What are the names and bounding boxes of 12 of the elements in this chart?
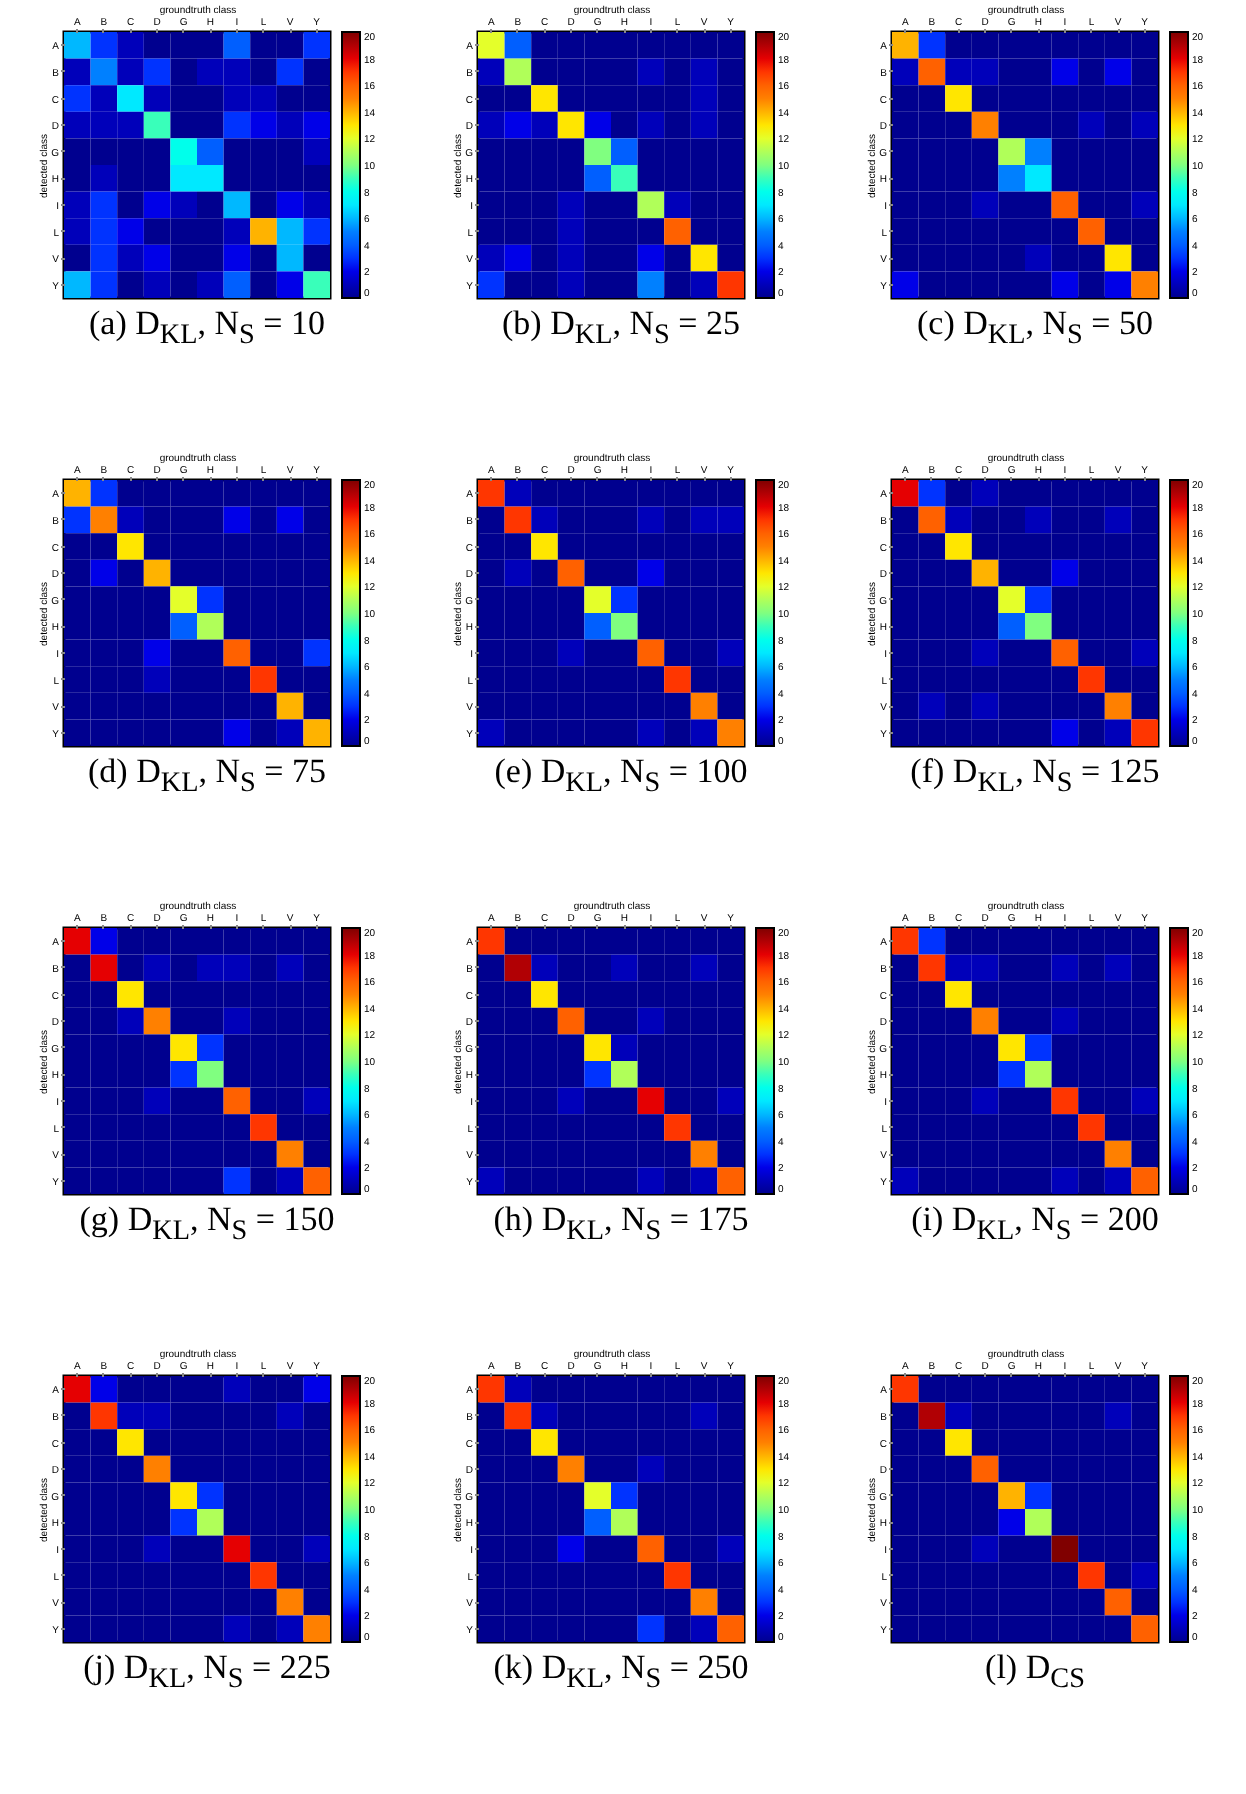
text: (b) D$_{KL}$, N$_{S}$ = 25 xyxy=(502,304,740,353)
text: (h) D$_{KL}$, N$_{S}$ = 175 xyxy=(493,1200,749,1249)
text: (e) D$_{KL}$, N$_{S}$ = 100 xyxy=(494,752,748,801)
text: (f) D$_{KL}$, N$_{S}$ = 125 xyxy=(910,752,1160,801)
text: (l) D$_{CS}$ xyxy=(985,1648,1085,1697)
text: (c) D$_{KL}$, N$_{S}$ = 50 xyxy=(916,304,1154,353)
text: (k) D$_{KL}$, N$_{S}$ = 250 xyxy=(493,1648,749,1697)
text: (j) D$_{KL}$, N$_{S}$ = 225 xyxy=(83,1648,331,1697)
text: (a) D$_{KL}$, N$_{S}$ = 10 xyxy=(88,304,326,353)
text: (i) D$_{KL}$, N$_{S}$ = 200 xyxy=(911,1200,1159,1249)
text: (d) D$_{KL}$, N$_{S}$ = 75 xyxy=(88,752,326,801)
text: (g) D$_{KL}$, N$_{S}$ = 150 xyxy=(79,1200,335,1249)
